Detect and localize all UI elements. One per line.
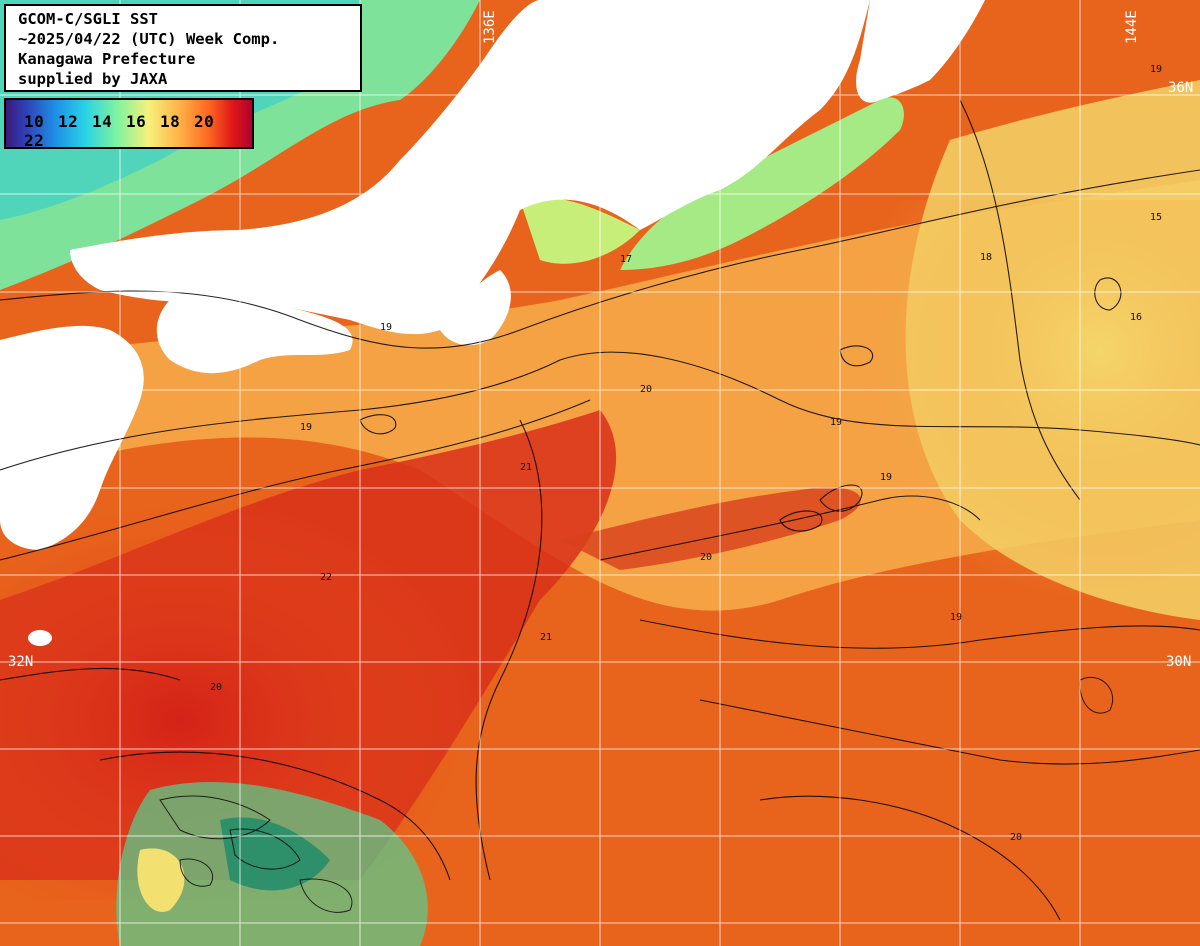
hot-streak-east (560, 487, 861, 570)
info-line-product: GCOM-C/SGLI SST (18, 10, 158, 28)
lat-label-32n: 32N (8, 654, 34, 670)
contour-label: 19 (950, 612, 962, 623)
scale-label: 10 (24, 112, 45, 131)
contour-label-group: 19 19 20 21 21 19 19 20 17 18 15 16 20 1… (210, 64, 1162, 843)
east-mild-overlay (700, 200, 1200, 700)
contour-label: 20 (210, 682, 222, 693)
lon-label-144e: 144E (1124, 10, 1140, 44)
scale-label: 18 (160, 112, 181, 131)
contour-label: 19 (1150, 64, 1162, 75)
land-kyushu (0, 325, 144, 550)
land-honshu-east (856, 0, 985, 103)
land-honshu-west (70, 0, 870, 335)
scale-label: 12 (58, 112, 79, 131)
land-izu-islands (480, 145, 497, 170)
contour-label: 19 (300, 422, 312, 433)
lon-label-136e: 136E (482, 10, 498, 44)
temperature-color-scale: 10 12 14 16 18 20 22 (4, 98, 254, 150)
contour-label: 21 (520, 462, 532, 473)
map-info-box: GCOM-C/SGLI SST ~2025/04/22 (UTC) Week C… (4, 4, 362, 92)
info-line-supplier: supplied by JAXA (18, 70, 168, 88)
contour-lines (0, 99, 1200, 921)
land-small-island (28, 630, 52, 646)
contour-label: 17 (620, 254, 632, 265)
contour-label: 22 (320, 572, 332, 583)
land-kii-peninsula (440, 270, 511, 346)
contour-label: 15 (1150, 212, 1162, 223)
scale-labels: 10 12 14 16 18 20 22 (24, 112, 252, 150)
contour-label: 16 (1130, 312, 1142, 323)
contour-label: 19 (830, 417, 842, 428)
contour-label: 20 (700, 552, 712, 563)
contour-label: 21 (540, 632, 552, 643)
bay-cool-water (520, 197, 640, 264)
contour-label: 19 (880, 472, 892, 483)
lat-label-30n: 30N (1166, 654, 1192, 670)
info-line-prefecture: Kanagawa Prefecture (18, 50, 196, 68)
contour-label: 18 (980, 252, 992, 263)
south-contours (159, 676, 1114, 913)
scale-label: 22 (24, 131, 45, 150)
scale-label: 14 (92, 112, 113, 131)
coastal-cool-east (620, 97, 904, 270)
contour-label: 20 (640, 384, 652, 395)
scale-label: 20 (194, 112, 215, 131)
contour-label: 20 (1010, 832, 1022, 843)
info-line-date: ~2025/04/22 (UTC) Week Comp. (18, 30, 280, 48)
land-shikoku (156, 295, 353, 374)
south-warm-mix (137, 848, 185, 912)
contour-label: 19 (380, 322, 392, 333)
lat-label-36n: 36N (1168, 80, 1194, 96)
scale-label: 16 (126, 112, 147, 131)
